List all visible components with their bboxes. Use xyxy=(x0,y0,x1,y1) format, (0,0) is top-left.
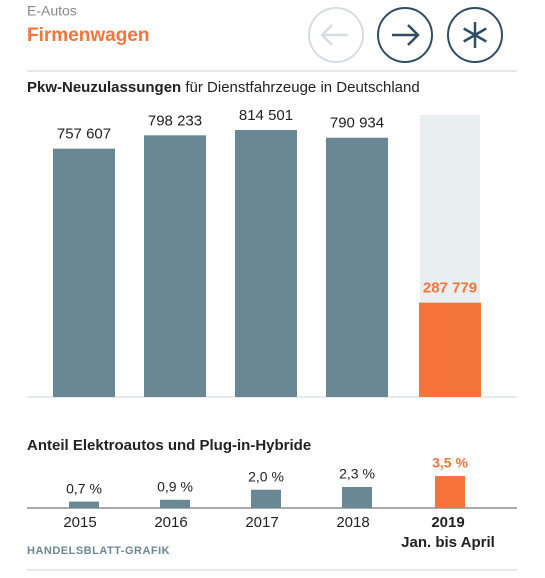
value-label: 798 233 xyxy=(148,112,202,129)
bar xyxy=(251,489,281,508)
bar xyxy=(53,148,115,397)
button-circle[interactable] xyxy=(377,7,433,63)
value-label: 3,5 % xyxy=(432,455,468,471)
value-label: 0,9 % xyxy=(157,478,193,494)
value-label: 287 779 xyxy=(423,280,477,297)
bar xyxy=(419,302,481,397)
bar xyxy=(435,476,465,508)
asterisk[interactable] xyxy=(463,22,487,48)
chart-title-bold: Pkw-Neuzulassungen xyxy=(27,79,181,96)
title: Firmenwagen xyxy=(27,25,149,46)
chart-title: Anteil Elektroautos und Plug-in-Hybride xyxy=(27,437,311,454)
category-note: Jan. bis April xyxy=(401,534,495,551)
x-tick-label: 2015 xyxy=(63,514,96,531)
chart-title-rest: für Dienstfahrzeuge in Deutschland xyxy=(181,79,419,96)
x-tick-label: 2019 xyxy=(431,514,464,531)
chart-title: Pkw-Neuzulassungen für Dienstfahrzeuge i… xyxy=(27,79,420,96)
bar xyxy=(69,501,99,508)
value-label: 814 501 xyxy=(239,107,293,124)
value-label: 790 934 xyxy=(330,115,384,132)
x-tick-label: 2016 xyxy=(154,514,187,531)
back-button[interactable] xyxy=(308,7,364,63)
bar xyxy=(144,135,206,398)
button-circle[interactable] xyxy=(308,7,364,63)
source: HANDELSBLATT-GRAFIK xyxy=(27,545,170,557)
button-circle[interactable] xyxy=(447,7,503,63)
star-button[interactable] xyxy=(447,7,503,63)
bar xyxy=(235,130,297,397)
value-label: 2,0 % xyxy=(248,468,284,484)
arrow-right[interactable] xyxy=(392,24,420,46)
bar xyxy=(342,486,372,508)
value-label: 757 607 xyxy=(57,126,111,143)
value-label: 2,3 % xyxy=(339,466,375,482)
forward-button[interactable] xyxy=(377,7,433,63)
bar xyxy=(160,499,190,508)
value-label: 0,7 % xyxy=(66,480,102,496)
arrow-left[interactable] xyxy=(320,24,348,46)
bar xyxy=(326,137,388,397)
x-tick-label: 2017 xyxy=(245,514,278,531)
kicker: E-Autos xyxy=(27,3,77,19)
x-tick-label: 2018 xyxy=(336,514,369,531)
